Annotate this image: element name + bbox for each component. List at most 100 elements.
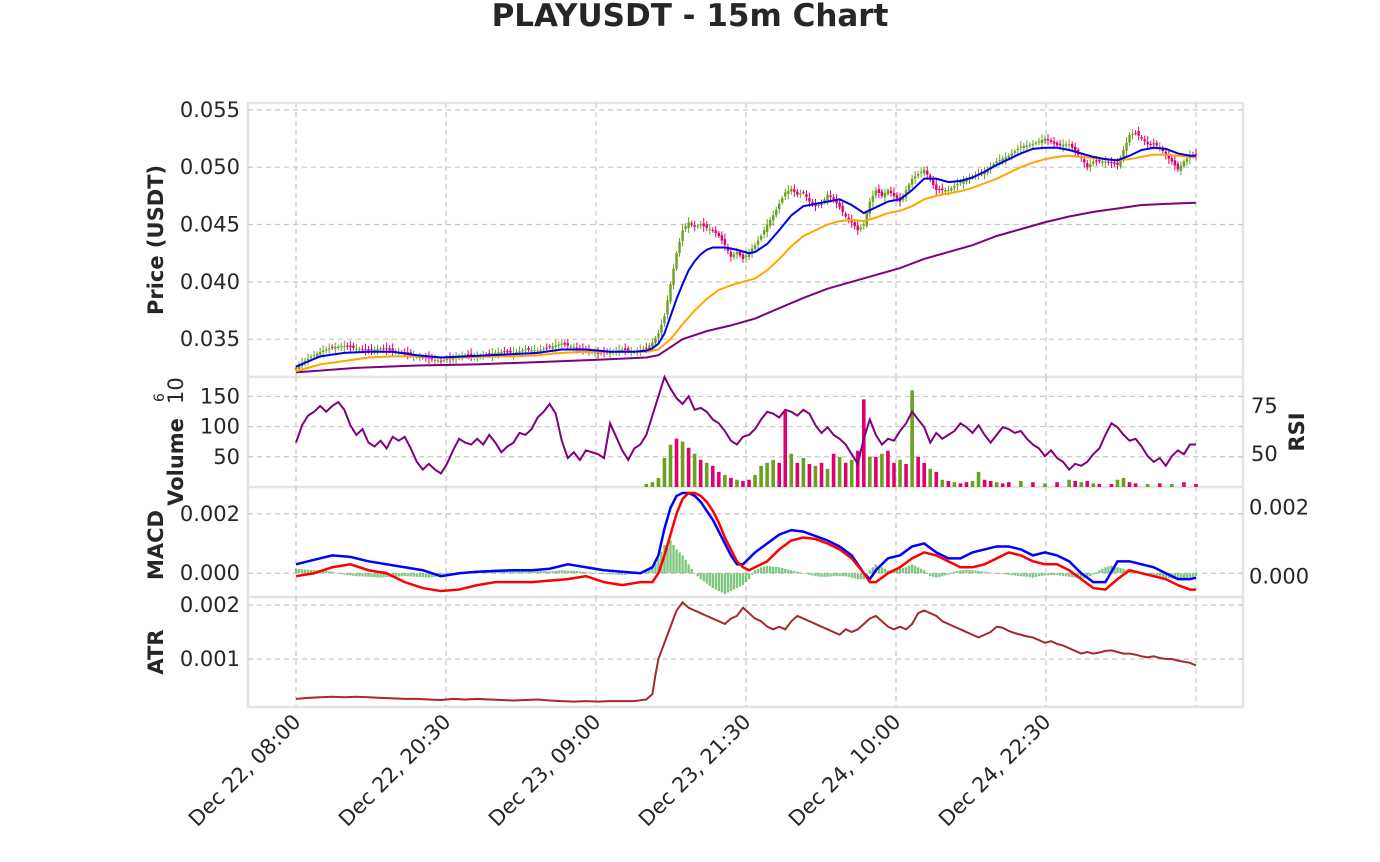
macd-hist-bar [1116,567,1119,574]
macd-hist-bar [424,573,428,578]
candle-body [328,348,331,350]
macd-hist-bar [361,573,364,577]
candle-body [965,179,968,182]
volume-bar [831,453,836,487]
macd-hist-bar [823,573,826,577]
candle-body [451,357,455,361]
macd-hist-bar [820,573,823,577]
macd-hist-bar [741,573,745,586]
candle-body [735,252,739,255]
candle-body [1086,163,1089,168]
macd-hist-bar [623,573,627,575]
candle-body [796,191,799,195]
macd-hist-bar [826,573,829,577]
volume-bar [723,474,727,487]
macd-hist-bar [947,573,950,575]
candle-body [859,227,862,230]
candle-body [775,209,778,216]
macd-hist-bar [971,570,974,574]
macd-y-tick-label: 0.000 [180,561,240,585]
macd-hist-bar [669,540,672,574]
candle-body [817,205,820,207]
candle-body [1194,153,1198,155]
candle-body [1179,165,1183,171]
volume-bar [698,459,703,487]
volume-bar [1121,477,1126,487]
candle-body [554,345,557,348]
candle-body [781,198,784,203]
macd-signal-line [295,491,1196,593]
candle-body [983,171,986,175]
volume-bar [747,479,751,487]
macd-hist-bar [744,573,748,583]
candle-body [651,342,654,347]
candle-body [802,192,805,194]
candle-body [768,219,772,226]
macd-hist-bar [569,570,573,574]
candle-body [343,346,346,348]
volume-bar [898,459,902,487]
candle-body [1158,146,1161,148]
volume-bar [904,464,908,487]
macd-hist-bar [545,571,548,574]
macd-hist-bar [602,573,606,575]
macd-hist-bar [1052,573,1056,575]
candle-body [811,202,814,204]
candle-body [895,195,899,199]
volume-bar [1170,483,1174,487]
candle-body [886,190,890,195]
macd-hist-bar [977,570,980,574]
candle-body [929,175,932,180]
macd-hist-bar [657,558,660,574]
volume-bar [686,447,691,487]
candle-body [666,300,669,315]
macd-hist-bar [379,573,382,578]
volume-bar [729,477,733,487]
macd-hist-bar [1173,573,1177,579]
volume-bar [1091,483,1096,487]
price-y-tick-label: 0.040 [180,270,240,294]
macd-hist-bar [1179,573,1183,579]
macd-hist-bar [886,570,890,574]
macd-hist-bar [309,569,313,574]
candle-body [627,348,630,351]
macd-hist-bar [913,565,917,574]
candle-body [944,190,947,192]
candle-body [787,190,790,194]
candle-body [717,232,721,236]
candle-body [932,179,935,185]
volume-bar [801,457,806,487]
macd-hist-bar [850,573,853,578]
candle-body [654,338,657,344]
macd-hist-bar [898,568,902,574]
volume-y-tick-label: 150 [200,384,240,408]
macd-hist-bar [596,573,600,574]
candle-body [995,161,998,164]
candle-body [959,182,962,184]
macd-hist-bar [729,573,733,592]
macd-hist-bar [732,573,736,590]
macd-hist-bar [762,566,766,574]
volume-bar [1031,482,1035,487]
candle-body [808,198,811,202]
volume-bar [994,482,999,487]
volume-bar [819,462,824,487]
candle-body [1031,144,1035,146]
macd-hist-bar [1007,573,1010,575]
candle-body [663,316,666,324]
candle-body [294,367,298,370]
candle-body [883,192,887,198]
volume-bar [916,456,920,487]
candle-body [747,252,751,257]
macd-hist-bar [542,571,545,574]
macd-hist-bar [611,573,615,575]
macd-hist-bar [367,573,370,577]
macd-hist-bar [844,573,847,577]
volume-bar [855,450,860,487]
macd-hist-bar [775,566,778,574]
volume-bar [837,456,842,487]
candle-body [494,352,497,355]
macd-hist-bar [1107,566,1110,574]
candle-body [488,353,491,355]
candle-body [1089,164,1092,168]
